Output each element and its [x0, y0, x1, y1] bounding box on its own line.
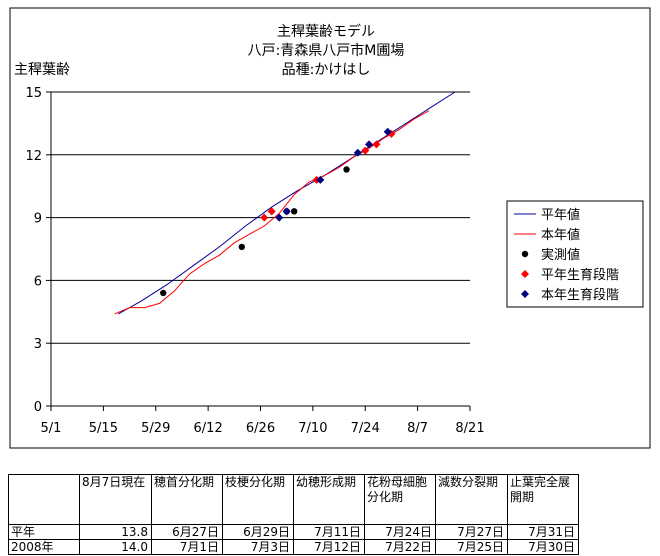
- x-tick-label: 6/12: [194, 421, 223, 436]
- y-axis-label: 主稈葉齢: [14, 62, 70, 78]
- table-cell: 7月27日: [435, 524, 508, 540]
- legend-swatch-normal-stage: [521, 270, 529, 278]
- table-cell: 7月31日: [507, 524, 579, 540]
- point-current-stage: [364, 140, 373, 149]
- table-header-row: 8月7日現在 穂首分化期 枝梗分化期 幼穂形成期 花粉母細胞分化期 減数分裂期 …: [8, 474, 579, 525]
- legend-swatch-current-stage: [521, 290, 529, 298]
- table-cell: 14.0: [79, 539, 152, 555]
- legend-label-measured: 実測値: [541, 247, 580, 263]
- summary-table: 8月7日現在 穂首分化期 枝梗分化期 幼穂形成期 花粉母細胞分化期 減数分裂期 …: [8, 474, 579, 555]
- point-measured: [343, 166, 350, 173]
- point-normal-stage: [260, 213, 269, 222]
- y-tick-label: 3: [34, 337, 42, 352]
- table-header-cell: 幼穂形成期: [293, 474, 365, 525]
- legend-label-normal-line: 平年値: [541, 207, 580, 223]
- x-tick-label: 6/26: [246, 421, 275, 436]
- table-header-cell: 8月7日現在: [79, 474, 152, 525]
- point-current-stage: [353, 148, 362, 157]
- x-tick-label: 7/24: [351, 421, 380, 436]
- legend-swatch-measured: [521, 250, 529, 258]
- table-row-label: 平年: [8, 524, 80, 540]
- table-cell: 7月3日: [222, 539, 294, 555]
- legend-label-current-stage: 本年生育段階: [541, 287, 619, 303]
- table-cell: 7月25日: [435, 539, 508, 555]
- x-tick-label: 5/1: [41, 421, 62, 436]
- point-normal-stage: [267, 207, 276, 216]
- chart-title-line-2: 八戸:青森県八戸市M圃場: [248, 42, 405, 59]
- y-tick-label: 6: [34, 274, 42, 289]
- table-cell: 13.8: [79, 524, 152, 540]
- table-cell: 7月11日: [293, 524, 365, 540]
- y-tick-label: 15: [25, 86, 42, 101]
- legend-label-current-line: 本年値: [541, 227, 580, 243]
- y-tick-label: 12: [25, 149, 42, 164]
- x-tick-label: 5/15: [89, 421, 118, 436]
- table-cell: 7月24日: [364, 524, 436, 540]
- x-tick-label: 8/21: [455, 421, 484, 436]
- table-row: 2008年 14.0 7月1日 7月3日 7月12日 7月22日 7月25日 7…: [8, 539, 579, 555]
- x-tick-label: 7/10: [298, 421, 327, 436]
- point-normal-stage: [372, 140, 381, 149]
- point-measured: [238, 243, 245, 251]
- chart-title-line-1: 主稈葉齢モデル: [277, 23, 375, 40]
- point-measured: [160, 289, 167, 297]
- point-current-stage: [282, 207, 291, 216]
- point-current-stage: [275, 213, 284, 222]
- chart: 主稈葉齢モデル 八戸:青森県八戸市M圃場 品種:かけはし 主稈葉齢 0 3 6 9 12…: [9, 7, 651, 449]
- x-tick-label: 8/7: [407, 421, 428, 436]
- legend-box: [506, 200, 644, 308]
- table-cell: 6月29日: [222, 524, 294, 540]
- table-header-cell: 穂首分化期: [151, 474, 223, 525]
- table-header-cell: 減数分裂期: [435, 474, 508, 525]
- point-current-stage: [383, 127, 392, 136]
- table-header-cell: 枝梗分化期: [222, 474, 294, 525]
- series-normal-line: [118, 91, 456, 315]
- y-tick-label: 9: [34, 212, 42, 227]
- plot-area: [51, 92, 470, 406]
- point-measured: [290, 208, 298, 215]
- x-tick-label: 5/29: [141, 421, 170, 436]
- table-row: 平年 13.8 6月27日 6月29日 7月11日 7月24日 7月27日 7月…: [8, 524, 579, 540]
- table-header-cell: 止葉完全展開期: [507, 474, 579, 525]
- table-cell: 7月30日: [507, 539, 579, 555]
- table-cell: 7月1日: [151, 539, 223, 555]
- chart-title-line-3: 品種:かけはし: [282, 62, 371, 78]
- table-header-cell: [8, 474, 80, 525]
- point-current-stage: [316, 175, 325, 184]
- table-row-label: 2008年: [8, 539, 80, 555]
- table-cell: 7月12日: [293, 539, 365, 555]
- table-cell: 6月27日: [151, 524, 223, 540]
- table-cell: 7月22日: [364, 539, 436, 555]
- y-tick-label: 0: [34, 400, 42, 415]
- table-header-cell: 花粉母細胞分化期: [364, 474, 436, 525]
- point-normal-stage: [361, 146, 370, 155]
- legend-label-normal-stage: 平年生育段階: [541, 267, 619, 283]
